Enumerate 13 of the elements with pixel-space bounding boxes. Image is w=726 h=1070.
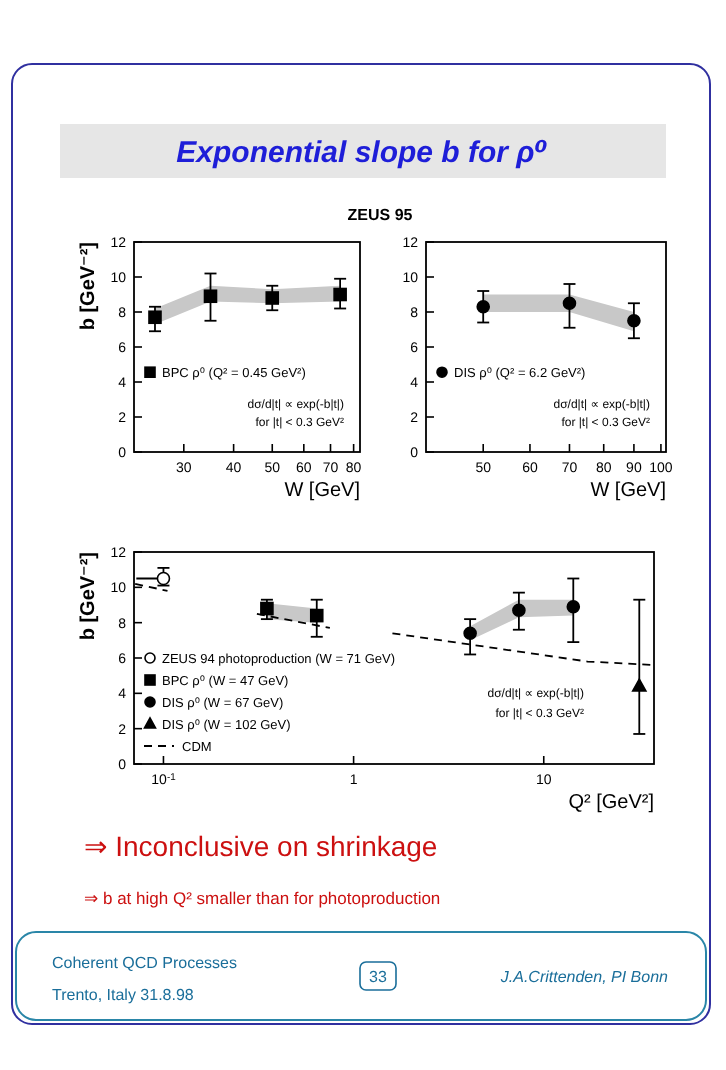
text: ⇒ Inconclusive on shrinkage <box>84 830 438 862</box>
x-axis-title: Q² [GeV²] <box>568 792 655 814</box>
y-axis-title: b [GeV⁻²] <box>78 552 100 641</box>
chart-title: Exponential slope b for ρ⁰ <box>176 136 549 170</box>
text: Coherent QCD Processes <box>52 954 237 972</box>
x-axis-title: W [GeV] <box>590 480 667 502</box>
x-axis-title: W [GeV] <box>284 480 361 502</box>
chart-subtitle: ZEUS 95 <box>347 206 414 224</box>
text: J.A.Crittenden, PI Bonn <box>498 968 670 986</box>
text: Trento, Italy 31.8.98 <box>52 986 195 1004</box>
text: 33 <box>369 968 388 986</box>
y-axis-title: b [GeV⁻²] <box>78 242 100 331</box>
text: ⇒ b at high Q² smaller than for photoproduction <box>84 888 441 908</box>
